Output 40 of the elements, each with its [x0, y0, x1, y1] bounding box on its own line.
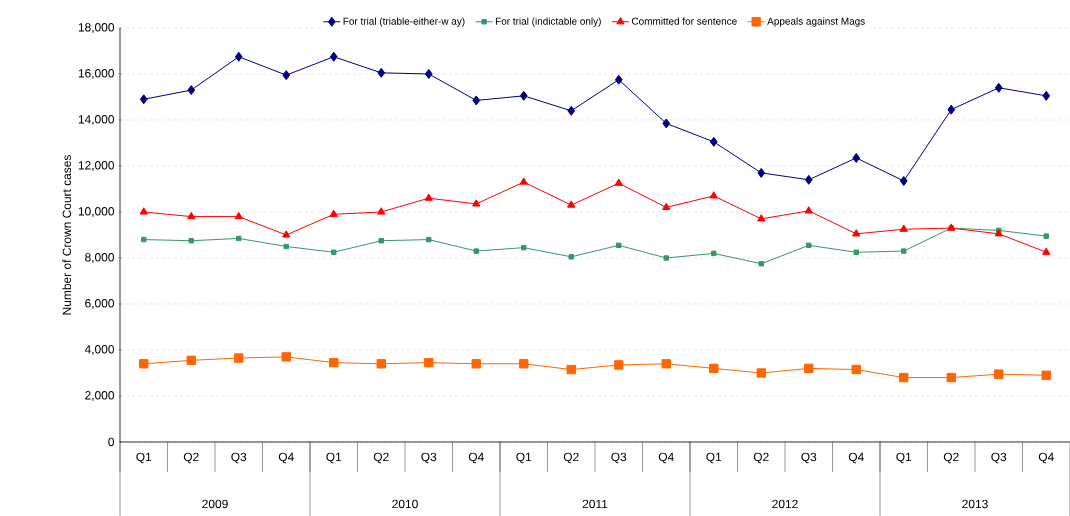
x-tick-label: Q2 [943, 452, 959, 464]
y-tick-label: 6,000 [85, 299, 115, 309]
y-tick-label: 18,000 [78, 23, 115, 33]
x-tick-label: Q2 [753, 452, 769, 464]
x-tick-label: Q3 [231, 452, 247, 464]
text: 2009 [202, 499, 228, 509]
x-tick-label: Q4 [658, 452, 674, 464]
x-tick-label: Q4 [278, 452, 294, 464]
x-tick-label: Q3 [611, 452, 627, 464]
text: 2011 [582, 499, 608, 509]
text: 2013 [962, 499, 988, 509]
x-tick-label: Q2 [563, 452, 579, 464]
text: 2010 [392, 499, 418, 509]
x-tick-label: Q1 [136, 452, 152, 464]
y-tick-label: 8,000 [85, 253, 115, 263]
x-tick-label: Q1 [706, 452, 722, 464]
y-tick-label: 4,000 [84, 345, 115, 355]
x-tick-label: Q2 [373, 452, 389, 464]
x-tick-label: Q1 [896, 452, 912, 464]
legend-label: Committed for sentence [631, 17, 737, 25]
legend-label: For trial (indictable only) [495, 17, 601, 27]
text: 2012 [772, 499, 798, 509]
legend-label: For trial (triable-either-w ay) [343, 17, 465, 27]
x-tick-label: Q4 [468, 452, 484, 464]
x-tick-label: Q3 [991, 452, 1007, 464]
y-tick-label: 0 [108, 437, 115, 447]
x-tick-label: Q3 [421, 452, 437, 464]
y-tick-label: 10,000 [78, 207, 115, 217]
legend-label: Appeals against Mags [767, 17, 865, 27]
y-axis-title: Number of Crown Court cases [62, 155, 72, 315]
x-tick-label: Q2 [183, 452, 199, 464]
y-tick-label: 16,000 [78, 69, 115, 79]
x-tick-label: Q4 [848, 452, 864, 464]
y-tick-label: 14,000 [78, 115, 115, 125]
x-tick-label: Q1 [516, 452, 532, 464]
x-tick-label: Q1 [326, 452, 342, 464]
x-tick-label: Q4 [1038, 452, 1054, 464]
y-tick-label: 12,000 [78, 161, 115, 171]
x-tick-label: Q3 [801, 452, 817, 464]
y-tick-label: 2,000 [85, 391, 115, 401]
